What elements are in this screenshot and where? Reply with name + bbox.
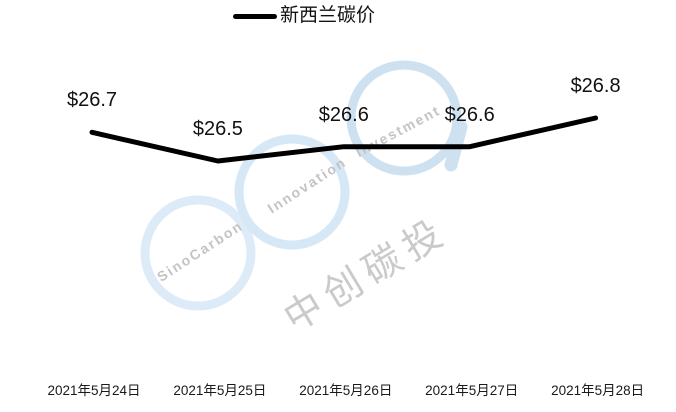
x-axis-label: 2021年5月24日	[47, 383, 141, 398]
data-label: $26.6	[444, 103, 495, 126]
x-axis-label: 2021年5月26日	[299, 383, 393, 398]
data-label: $26.8	[570, 75, 621, 97]
x-axis-label: 2021年5月28日	[551, 383, 645, 398]
price-polyline	[89, 115, 599, 164]
legend-line-marker	[233, 13, 277, 19]
legend-label: 新西兰碳价	[280, 5, 376, 26]
data-label: $26.5	[192, 118, 243, 140]
data-label: $26.6	[318, 103, 369, 126]
legend: 新西兰碳价	[233, 4, 375, 28]
data-label: $26.7	[66, 89, 118, 112]
x-axis-label: 2021年5月25日	[173, 383, 267, 398]
x-axis-label: 2021年5月27日	[425, 383, 519, 398]
